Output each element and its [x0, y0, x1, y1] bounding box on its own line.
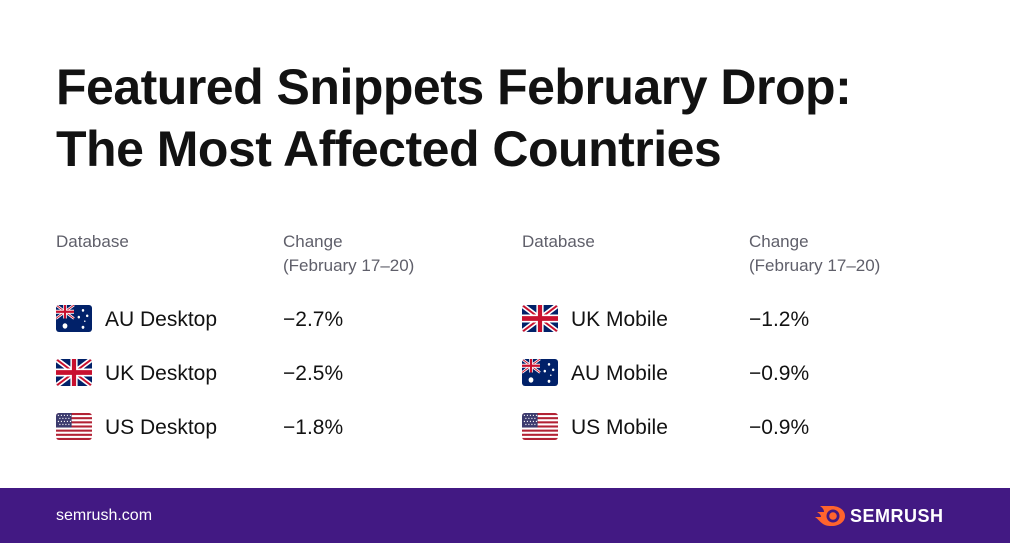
change-header-line-1: Change — [749, 232, 809, 251]
change-column-header: Change (February 17–20) — [283, 230, 414, 278]
change-column-header: Change (February 17–20) — [749, 230, 880, 278]
table-row: US Desktop −1.8% — [56, 408, 486, 448]
database-name: US Desktop — [105, 416, 218, 439]
title-line-2: The Most Affected Countries — [56, 121, 722, 177]
change-header-line-2: (February 17–20) — [749, 256, 881, 275]
us-flag-icon — [56, 413, 92, 440]
uk-flag-icon — [522, 305, 558, 332]
change-value: −0.9% — [749, 362, 810, 385]
footer-bar: semrush.com SEMRUSH — [0, 488, 1010, 543]
semrush-wordmark: SEMRUSH — [850, 506, 944, 526]
semrush-flame-icon — [815, 506, 845, 526]
us-flag-icon — [522, 413, 558, 440]
title-line-1: Featured Snippets February Drop: — [56, 59, 852, 115]
table-row: UK Desktop −2.5% — [56, 354, 486, 394]
table-row: UK Mobile −1.2% — [522, 300, 952, 340]
database-name: US Mobile — [571, 416, 668, 439]
database-name: UK Desktop — [105, 362, 218, 385]
database-name: UK Mobile — [571, 308, 668, 331]
change-value: −1.8% — [283, 416, 344, 439]
change-value: −2.7% — [283, 308, 344, 331]
table-row: AU Mobile −0.9% — [522, 354, 952, 394]
change-header-line-2: (February 17–20) — [283, 256, 415, 275]
site-link[interactable]: semrush.com — [56, 507, 153, 524]
table-row: AU Desktop −2.7% — [56, 300, 486, 340]
change-value: −0.9% — [749, 416, 810, 439]
database-column-header: Database — [522, 232, 595, 251]
database-column-header: Database — [56, 232, 129, 251]
database-name: AU Mobile — [571, 362, 668, 385]
uk-flag-icon — [56, 359, 92, 386]
change-header-line-1: Change — [283, 232, 343, 251]
change-value: −2.5% — [283, 362, 344, 385]
australia-flag-icon — [56, 305, 92, 332]
australia-flag-icon — [522, 359, 558, 386]
table-row: US Mobile −0.9% — [522, 408, 952, 448]
page-title: Featured Snippets February Drop: The Mos… — [56, 56, 852, 180]
database-name: AU Desktop — [105, 308, 218, 331]
change-value: −1.2% — [749, 308, 810, 331]
